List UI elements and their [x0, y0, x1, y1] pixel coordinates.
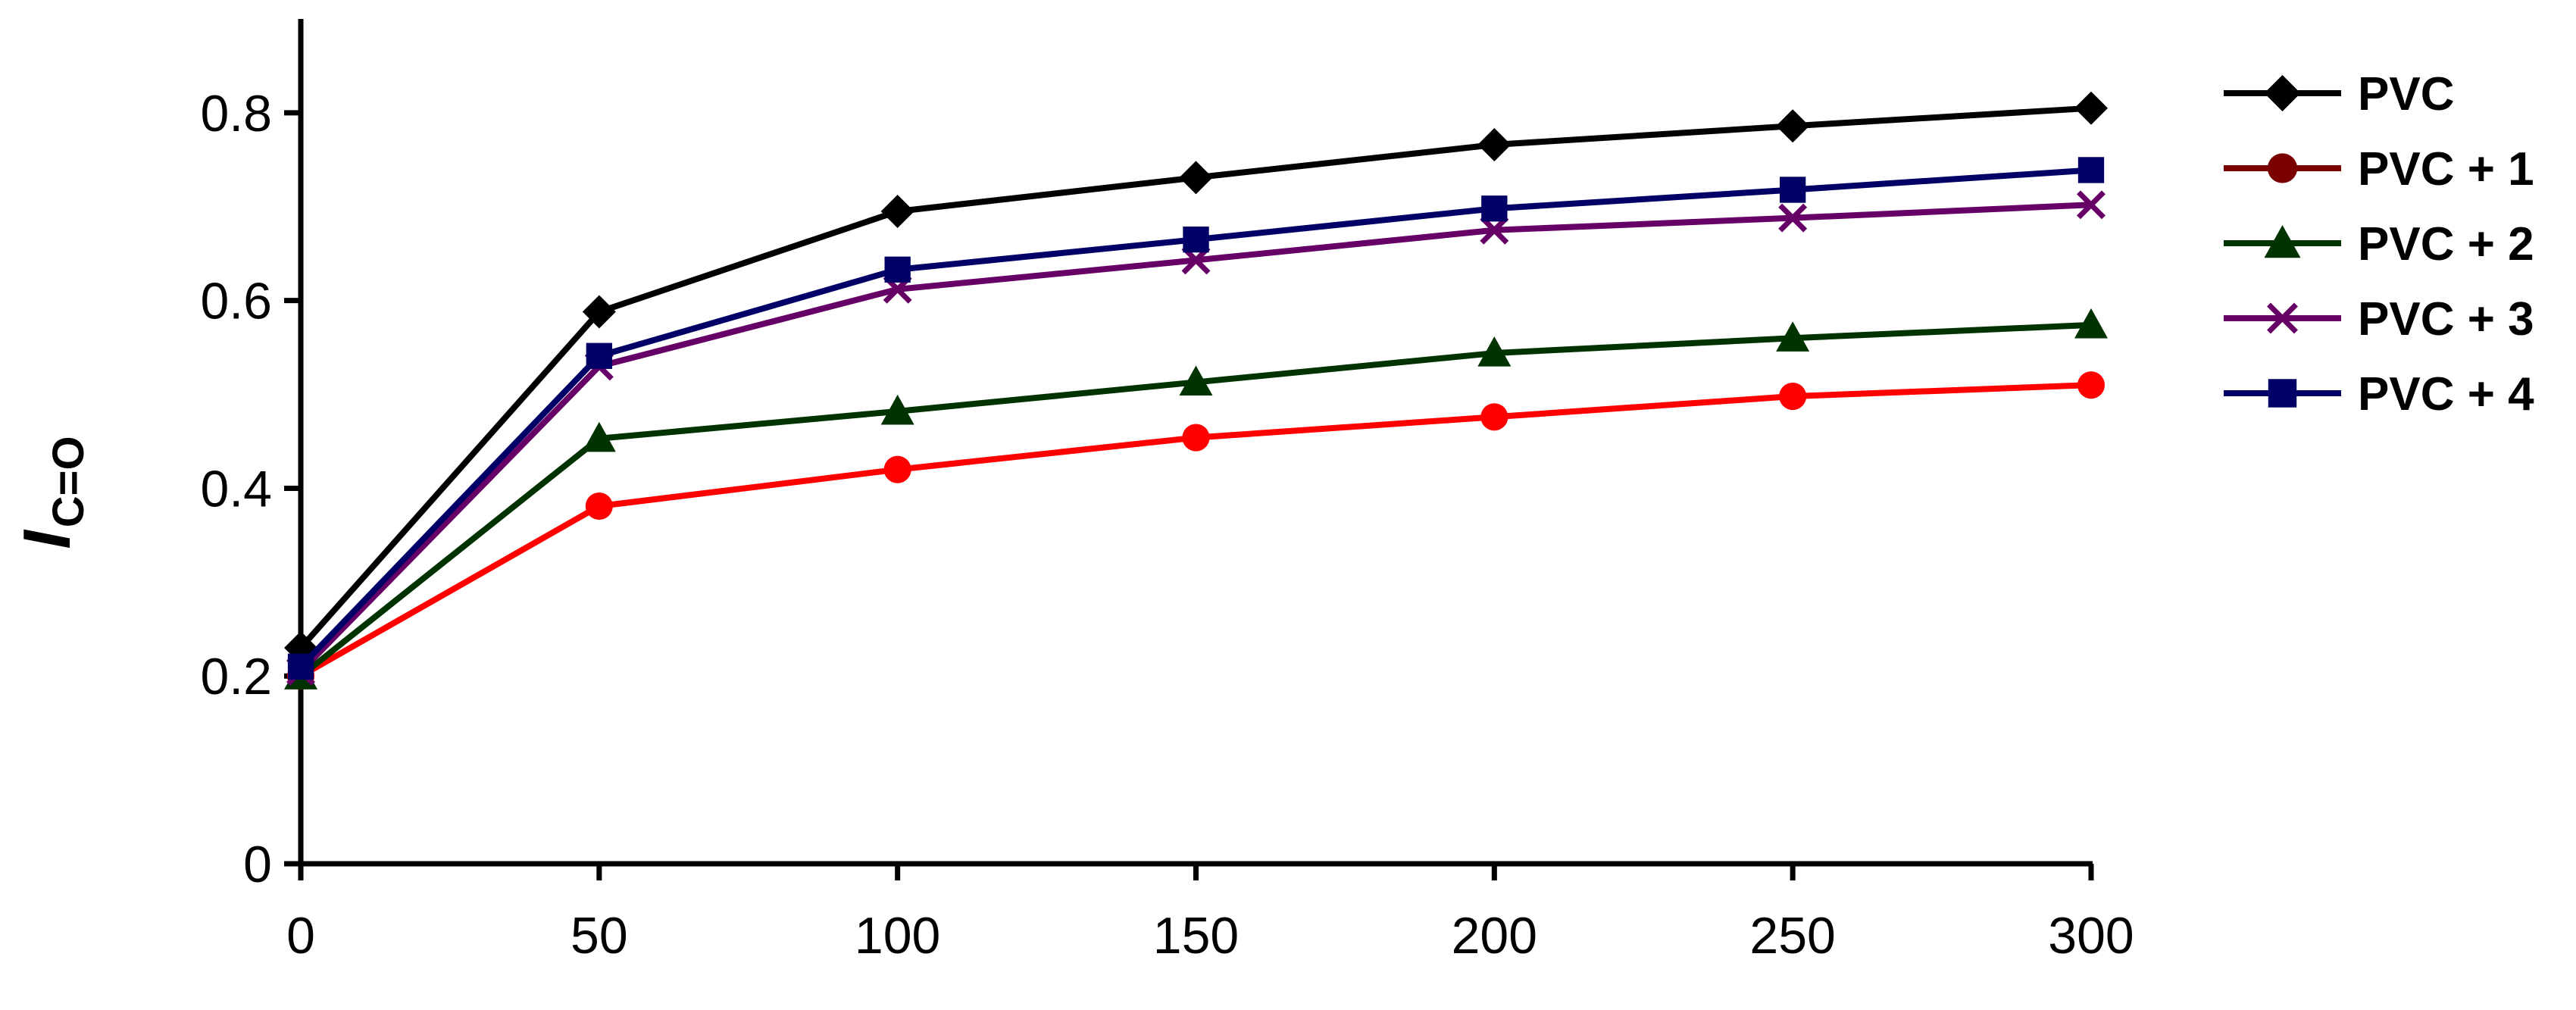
y-axis-label-text: I C=O [9, 436, 93, 549]
data-point [1776, 109, 1810, 143]
legend: PVC PVC + 1 PVC + 2 PVC + 3 PVC + 4 [2224, 68, 2534, 421]
data-point [1183, 226, 1209, 253]
x-tick-label: 150 [1153, 907, 1239, 965]
data-point [1779, 382, 1807, 411]
data-point [1481, 195, 1508, 222]
data-point [2077, 190, 2106, 220]
data-point [880, 194, 914, 228]
y-tick-label: 0 [243, 836, 272, 893]
data-point [1477, 128, 1512, 162]
marker-stroke [1778, 203, 1808, 233]
legend-marker [2267, 302, 2298, 334]
legend-item-pvc-1: PVC + 1 [2224, 143, 2534, 195]
x-tick-label: 100 [855, 907, 940, 965]
data-point [1776, 321, 1810, 352]
series-pvc-2 [284, 308, 2108, 689]
y-axis-label-main: I [9, 530, 84, 549]
data-point [884, 256, 911, 283]
data-point [1480, 215, 1509, 245]
data-point [2077, 371, 2106, 399]
series-pvc-4 [287, 157, 2105, 680]
data-point [1780, 177, 1806, 203]
data-point [2077, 157, 2105, 183]
x-tick-label: 300 [2048, 907, 2134, 965]
data-point [2074, 91, 2108, 125]
data-point [586, 342, 612, 369]
data-point [1480, 403, 1508, 431]
legend-marker [2264, 75, 2301, 111]
legend-marker [2264, 225, 2301, 258]
legend-marker [2268, 379, 2297, 408]
legend-label: PVC [2358, 68, 2454, 120]
x-tick-label: 0 [286, 907, 315, 965]
legend-item-pvc-3: PVC + 3 [2224, 293, 2534, 346]
legend-item-pvc: PVC [2224, 68, 2454, 120]
data-point [883, 455, 911, 483]
data-point [1477, 336, 1512, 367]
y-tick-label: 0.8 [200, 85, 272, 142]
marker-stroke [2267, 302, 2298, 334]
legend-label: PVC + 4 [2358, 368, 2534, 421]
data-point [880, 394, 914, 425]
data-point [582, 295, 616, 329]
legend-label: PVC + 2 [2358, 218, 2534, 270]
legend-item-pvc-2: PVC + 2 [2224, 218, 2534, 270]
y-axis-label: I C=O [9, 436, 93, 549]
axes: 0 0.2 0.4 0.6 0.8 0 50 100 150 200 250 300 [200, 19, 2134, 965]
series-pvc-1 [286, 371, 2106, 690]
legend-label: PVC + 3 [2358, 293, 2534, 346]
legend-item-pvc-4: PVC + 4 [2224, 368, 2534, 421]
marker-stroke [1480, 215, 1509, 245]
series-layer [284, 91, 2108, 690]
marker-stroke [2077, 190, 2106, 220]
data-point [1179, 365, 1213, 396]
data-point [287, 653, 314, 680]
y-tick-label: 0.2 [200, 648, 272, 705]
legend-label: PVC + 1 [2358, 143, 2534, 195]
x-tick-label: 50 [571, 907, 628, 965]
y-tick-label: 0.6 [200, 273, 272, 330]
x-tick-label: 200 [1452, 907, 1537, 965]
legend-marker [2267, 153, 2298, 183]
data-point [2074, 308, 2108, 339]
y-tick-label: 0.4 [200, 460, 272, 518]
y-axis-label-subscript: C=O [44, 436, 93, 527]
data-point [582, 421, 616, 452]
x-tick-label: 250 [1749, 907, 1835, 965]
data-point [585, 492, 613, 521]
data-point [1778, 203, 1808, 233]
data-point [1179, 161, 1213, 195]
data-point [1182, 424, 1210, 452]
